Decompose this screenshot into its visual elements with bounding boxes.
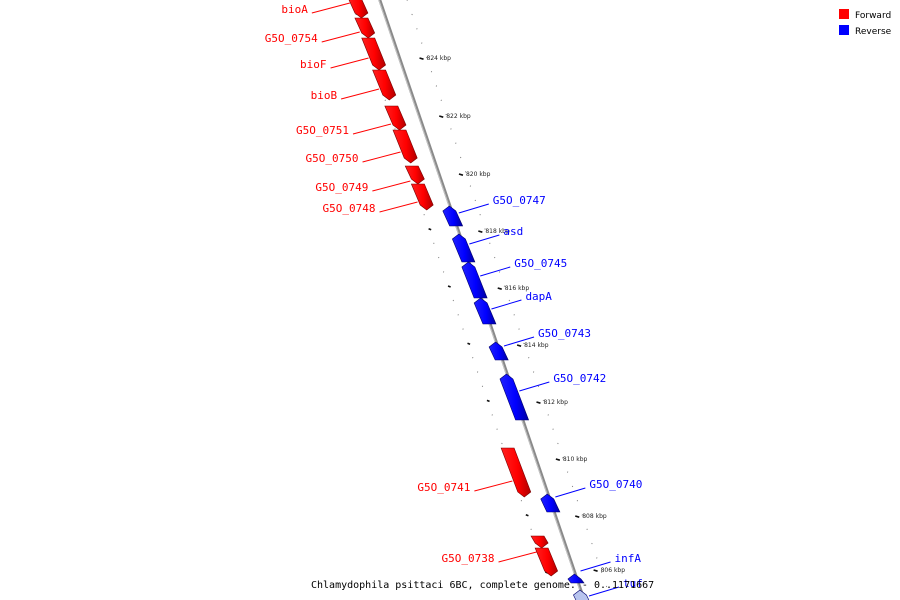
kbp-tick-label: 816 kbp — [505, 285, 530, 292]
forward-gene-g5o-0741-leader — [474, 480, 513, 492]
forward-gene-g5o-0751-leader — [352, 123, 392, 135]
forward-gene-g5o-0748-label[interactable]: G5O_0748 — [323, 202, 376, 215]
forward-gene-g5o-0751-block[interactable] — [384, 105, 407, 131]
forward-gene-g5o-0749-label[interactable]: G5O_0749 — [315, 181, 368, 194]
forward-gene-g5o-0749-block[interactable] — [404, 165, 425, 185]
reverse-gene-tuf-leader — [588, 586, 620, 597]
reverse-gene-g5o-0745-label[interactable]: G5O_0745 — [514, 257, 567, 270]
forward-gene-biob-block[interactable] — [372, 69, 397, 101]
reverse-gene-g5o-0745-block[interactable] — [461, 261, 488, 299]
kbp-tick-label: 824 kbp — [427, 55, 452, 62]
forward-gene-g5o-0754-label[interactable]: G5O_0754 — [265, 32, 318, 45]
forward-gene-g5o-0738-label[interactable]: G5O_0738 — [442, 552, 495, 565]
reverse-gene-g5o-0740-block[interactable] — [540, 493, 561, 513]
forward-gene-g5o-0750-leader — [362, 151, 401, 163]
legend-reverse-label: Reverse — [855, 27, 892, 37]
reverse-gene-g5o-0747-label[interactable]: G5O_0747 — [493, 194, 546, 207]
reverse-gene-asd-label[interactable]: asd — [503, 225, 523, 238]
reverse-gene-g5o-0743-leader — [503, 336, 535, 347]
forward-gene-g5o-0750-block[interactable] — [392, 129, 418, 164]
left-tick-mark — [428, 228, 432, 231]
reverse-gene-g5o-0743-block[interactable] — [488, 341, 509, 361]
reverse-gene-infa-block[interactable] — [567, 573, 585, 584]
kbp-tick-label: 808 kbp — [582, 513, 607, 520]
forward-gene-g5o-0754-block[interactable] — [354, 17, 376, 39]
forward-gene-g5o-0748-block[interactable] — [410, 183, 434, 211]
forward-gene-g5o-0738-block[interactable] — [530, 535, 549, 549]
kbp-tick-mark — [478, 230, 483, 233]
reverse-gene-g5o-0745-leader — [480, 266, 511, 277]
kbp-tick-mark — [497, 287, 502, 290]
reverse-gene-g5o-0743-label[interactable]: G5O_0743 — [538, 327, 591, 340]
reverse-gene-dapa-leader — [491, 299, 522, 310]
kbp-tick-label: 818 kbp — [485, 228, 510, 235]
reverse-gene-asd-leader — [469, 234, 500, 245]
gene-features: bioA G5O_0754 bioF bioB G5O_0751 G5O_0750 G5O_… — [265, 0, 643, 600]
legend-forward-label: Forward — [855, 11, 891, 21]
legend-reverse-swatch — [839, 25, 849, 35]
legend: Forward Reverse — [839, 9, 892, 37]
kbp-tick-mark — [458, 173, 464, 176]
left-tick-mark — [525, 514, 529, 517]
genome-caption: Chlamydophila psittaci 6BC, complete gen… — [311, 580, 654, 591]
left-tick-mark — [486, 399, 490, 403]
kbp-tick-label: 810 kbp — [563, 456, 588, 463]
kbp-tick-mark — [575, 515, 580, 518]
kbp-tick-mark — [516, 344, 522, 347]
reverse-gene-g5o-0740-leader — [555, 487, 586, 498]
forward-gene-g5o-0750-label[interactable]: G5O_0750 — [306, 152, 359, 165]
reverse-gene-infa-label[interactable]: infA — [615, 552, 642, 565]
right-tick-row — [406, 0, 608, 588]
reverse-gene-g5o-0742-label[interactable]: G5O_0742 — [553, 372, 606, 385]
reverse-gene-tuf-label[interactable]: tuf — [623, 577, 643, 590]
kbp-tick-label: 806 kbp — [601, 567, 626, 574]
kbp-tick-label: 812 kbp — [543, 399, 568, 406]
kbp-tick-labels: 824 kbp 822 kbp 820 kbp 818 kbp 816 kbp 814 k… — [419, 55, 626, 574]
forward-gene-g5o-0738-block[interactable] — [534, 547, 559, 577]
forward-gene-g5o-0741-block[interactable] — [500, 447, 532, 498]
forward-gene-biof-label[interactable]: bioF — [300, 58, 327, 71]
kbp-tick-label: 814 kbp — [524, 342, 549, 349]
forward-gene-g5o-0749-leader — [372, 180, 411, 192]
forward-gene-bioa-label[interactable]: bioA — [281, 3, 308, 16]
left-tick-mark — [447, 285, 451, 288]
forward-gene-biof-block[interactable] — [361, 37, 386, 71]
forward-gene-g5o-0751-label[interactable]: G5O_0751 — [296, 124, 349, 137]
left-tick-mark — [467, 342, 471, 345]
forward-gene-g5o-0754-leader — [321, 31, 360, 43]
reverse-gene-g5o-0742-leader — [519, 381, 550, 392]
reverse-gene-tuf-block[interactable] — [573, 589, 591, 600]
kbp-tick-label: 820 kbp — [466, 171, 491, 178]
forward-gene-g5o-0748-leader — [379, 201, 418, 213]
forward-gene-biof-leader — [330, 57, 369, 69]
legend-forward-swatch — [839, 9, 849, 19]
reverse-gene-g5o-0747-leader — [458, 203, 489, 214]
reverse-gene-asd-block[interactable] — [451, 233, 476, 263]
reverse-gene-infa-leader — [580, 561, 611, 572]
reverse-gene-g5o-0740-label[interactable]: G5O_0740 — [589, 478, 642, 491]
reverse-gene-dapa-block[interactable] — [473, 297, 497, 325]
forward-gene-g5o-0738-leader — [498, 551, 537, 563]
kbp-tick-mark — [439, 115, 444, 118]
forward-gene-biob-label[interactable]: bioB — [311, 89, 338, 102]
kbp-tick-mark — [419, 57, 424, 60]
reverse-gene-dapa-label[interactable]: dapA — [525, 290, 552, 303]
kbp-tick-mark — [536, 401, 541, 404]
reverse-gene-g5o-0742-block[interactable] — [499, 373, 530, 421]
forward-gene-biob-leader — [340, 88, 380, 100]
kbp-tick-mark — [593, 569, 598, 572]
reverse-gene-g5o-0747-block[interactable] — [442, 205, 464, 227]
forward-gene-bioa-block[interactable] — [348, 0, 369, 19]
kbp-tick-mark — [555, 458, 561, 461]
kbp-tick-label: 822 kbp — [446, 113, 471, 120]
forward-gene-bioa-leader — [311, 2, 350, 14]
forward-gene-g5o-0741-label[interactable]: G5O_0741 — [417, 481, 470, 494]
